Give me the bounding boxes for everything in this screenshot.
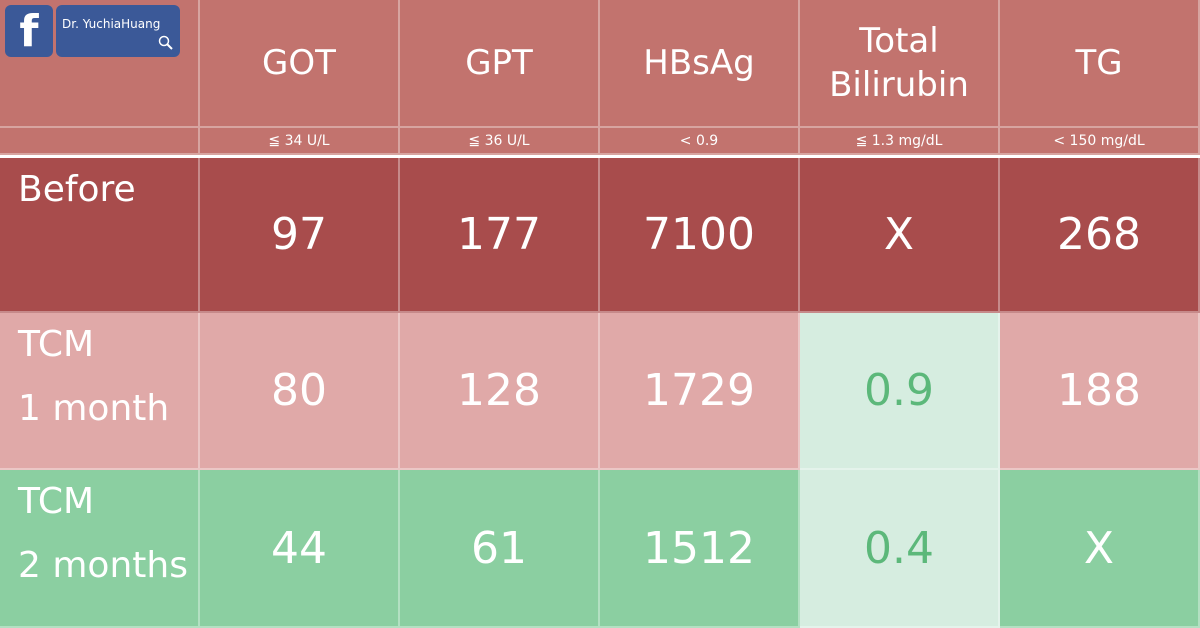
column-header: HBsAg [600, 0, 800, 128]
value-cell: 188 [1000, 313, 1200, 470]
row-label-line: TCM [18, 324, 95, 365]
value-cell: 44 [200, 470, 400, 628]
reference-range: ≦ 1.3 mg/dL [800, 128, 1000, 155]
facebook-logo: f [5, 5, 53, 57]
value-cell: 80 [200, 313, 400, 470]
row-label-line: 2 months [18, 545, 188, 586]
value-cell: 268 [1000, 158, 1200, 313]
row-label-line: Before [18, 169, 136, 210]
separator [0, 155, 200, 158]
value-cell: 61 [400, 470, 600, 628]
value-cell: 7100 [600, 158, 800, 313]
reference-range: ≦ 34 U/L [200, 128, 400, 155]
row-label: Before [0, 158, 200, 313]
column-header: GOT [200, 0, 400, 128]
reference-range: < 0.9 [600, 128, 800, 155]
badge: Dr. YuchiaHuang [56, 5, 180, 57]
value-cell: 0.9 [800, 313, 1000, 470]
value-cell: X [800, 158, 1000, 313]
reference-label-cell [0, 128, 200, 155]
row-label: TCM 1 month [0, 313, 200, 470]
value-cell: 97 [200, 158, 400, 313]
reference-range: ≦ 36 U/L [400, 128, 600, 155]
value-cell: 177 [400, 158, 600, 313]
column-header: Total Bilirubin [800, 0, 1000, 128]
value-cell: 1729 [600, 313, 800, 470]
row-label: TCM 2 months [0, 470, 200, 628]
value-cell: 128 [400, 313, 600, 470]
search-icon [158, 35, 173, 50]
column-header: GPT [400, 0, 600, 128]
value-cell: 1512 [600, 470, 800, 628]
column-header: TG [1000, 0, 1200, 128]
row-label-line: TCM [18, 481, 95, 522]
badge-text: Dr. YuchiaHuang [62, 17, 161, 31]
value-cell: X [1000, 470, 1200, 628]
value-cell: 0.4 [800, 470, 1000, 628]
reference-range: < 150 mg/dL [1000, 128, 1200, 155]
row-label-line: 1 month [18, 388, 170, 429]
